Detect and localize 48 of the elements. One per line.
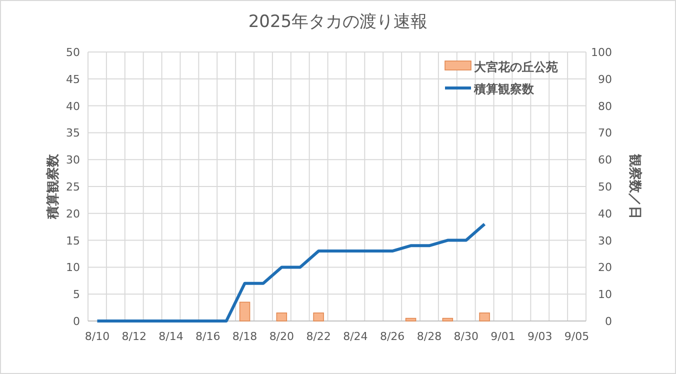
y-axis-title: 積算観察数 — [45, 153, 61, 220]
y2-tick-label: 30 — [598, 234, 612, 248]
x-tick-label: 8/30 — [454, 330, 478, 343]
bar — [276, 312, 288, 322]
bar — [442, 318, 454, 322]
y2-axis-title: 観察数／日 — [627, 153, 643, 219]
y-tick-label: 20 — [66, 207, 80, 220]
y-tick-label: 50 — [66, 46, 80, 59]
bar — [239, 302, 250, 322]
x-tick-label: 8/26 — [380, 330, 405, 343]
x-tick-label: 8/22 — [306, 330, 331, 343]
chart-title: 2025年タカの渡り速報 — [248, 12, 428, 32]
line-series — [96, 222, 486, 322]
x-tick-label: 8/20 — [269, 330, 294, 343]
x-tick-label: 8/12 — [122, 330, 146, 343]
x-tick-label: 8/24 — [343, 330, 368, 343]
y2-tick-label: 20 — [598, 261, 612, 274]
y2-tick-label: 40 — [598, 207, 612, 220]
bar — [313, 312, 324, 322]
y-tick-label: 40 — [66, 100, 80, 113]
bar — [405, 318, 416, 322]
y-tick-label: 25 — [66, 180, 80, 194]
y-tick-label: 35 — [66, 126, 80, 140]
y2-tick-label: 90 — [598, 72, 612, 86]
y-tick-label: 0 — [73, 315, 80, 328]
x-tick-label: 8/16 — [196, 330, 220, 343]
y-tick-label: 10 — [66, 261, 80, 274]
x-tick-label: 9/03 — [528, 330, 552, 343]
y-tick-label: 45 — [66, 72, 80, 86]
y2-tick-label: 50 — [598, 180, 612, 194]
y2-tick-label: 60 — [598, 154, 612, 167]
x-tick-label: 9/05 — [564, 330, 590, 343]
x-tick-label: 8/10 — [84, 330, 110, 343]
y2-tick-label: 80 — [598, 100, 612, 113]
y2-tick-label: 0 — [605, 315, 612, 328]
y-tick-label: 30 — [66, 154, 80, 167]
y2-tick-label: 100 — [591, 46, 612, 59]
x-tick-label: 9/01 — [490, 330, 516, 343]
x-tick-label: 8/18 — [232, 330, 258, 343]
y-tick-label: 5 — [73, 288, 80, 302]
y2-tick-label: 10 — [598, 288, 612, 302]
legend-label: 大宮花の丘公苑 — [474, 60, 558, 74]
y-tick-label: 15 — [66, 234, 80, 248]
legend-label: 積算観察数 — [473, 82, 535, 96]
x-tick-label: 8/28 — [416, 330, 442, 343]
bar — [479, 312, 490, 322]
y2-tick-label: 70 — [598, 126, 612, 140]
x-tick-label: 8/14 — [158, 330, 184, 343]
